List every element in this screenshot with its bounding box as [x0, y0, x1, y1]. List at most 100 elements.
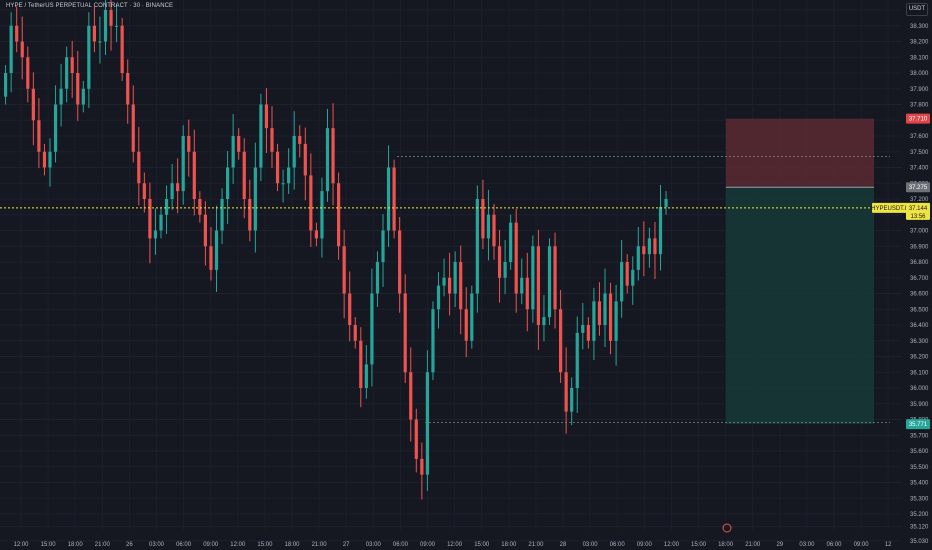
price-tick-label: 35.030 — [910, 539, 929, 545]
candle-body — [270, 128, 274, 152]
stop-loss-zone — [726, 118, 874, 188]
time-tick-label: 18:00 — [284, 542, 300, 548]
candle-body — [547, 246, 552, 318]
price-tick-label: 37.000 — [910, 229, 929, 235]
price-tick-label: 38.300 — [910, 24, 929, 30]
candle-body — [581, 325, 585, 333]
candle-body — [31, 88, 35, 121]
candle-body — [542, 317, 546, 325]
time-tick-label: 09:00 — [854, 542, 870, 548]
candle-body — [586, 325, 590, 341]
candle-body — [475, 199, 479, 294]
candle-body — [348, 293, 352, 325]
candle-body — [126, 73, 130, 105]
candle-body — [597, 301, 602, 325]
time-tick-label: 09:00 — [420, 542, 436, 548]
candle-body — [636, 246, 640, 270]
candlesticks — [4, 0, 668, 500]
price-tick-label: 36.800 — [910, 260, 929, 266]
price-tick-label: 36.700 — [910, 276, 929, 282]
candle-body — [486, 214, 491, 239]
candle-body — [109, 10, 113, 26]
candle-body — [87, 25, 91, 89]
price-tick-label: 35.700 — [910, 433, 929, 439]
candle-body — [625, 262, 629, 286]
candle-body — [292, 136, 296, 168]
candle-body — [353, 325, 357, 341]
candle-body — [409, 372, 413, 420]
price-tick-label: 36.500 — [910, 307, 929, 313]
time-tick-label: 18:00 — [718, 542, 734, 548]
candle-body — [608, 293, 613, 341]
candle-body — [20, 41, 24, 58]
candle-body — [314, 230, 318, 239]
candle-body — [59, 88, 63, 105]
price-tick-label: 38.000 — [910, 71, 929, 77]
time-tick-label: 03:00 — [583, 542, 599, 548]
time-tick-label: 06:00 — [393, 542, 409, 548]
candle-body — [592, 301, 596, 341]
candle-body — [342, 246, 346, 294]
candle-body — [37, 120, 41, 152]
price-tick-label: 37.400 — [910, 166, 929, 172]
candle-body — [309, 175, 313, 231]
candle-body — [514, 222, 518, 294]
candle-body — [531, 246, 535, 310]
candle-body — [287, 167, 291, 184]
candle-body — [164, 199, 169, 215]
currency-button[interactable]: USDT — [906, 3, 928, 16]
candle-body — [492, 214, 496, 247]
time-tick-label: 21:00 — [528, 542, 544, 548]
symbol-tag-bg — [872, 202, 908, 213]
candle-body — [176, 183, 180, 192]
candle-body — [281, 183, 285, 185]
candle-body — [448, 277, 452, 294]
price-tick-label: 35.120 — [910, 525, 929, 531]
last-price-tag: 37.144 — [909, 206, 928, 212]
candle-body — [392, 167, 396, 231]
entry-price-tag: 37.275 — [909, 185, 928, 191]
time-tick-label: 26 — [126, 542, 133, 548]
candle-body — [431, 309, 435, 373]
candle-body — [98, 41, 102, 43]
time-tick-label: 06:00 — [826, 542, 842, 548]
entry-price-tag-bg — [906, 182, 930, 193]
candle-body — [520, 277, 524, 294]
candle-body — [481, 199, 485, 239]
price-tick-label: 38.100 — [910, 55, 929, 61]
candle-body — [414, 419, 418, 459]
candle-body — [4, 73, 8, 97]
time-tick-label: 21:00 — [312, 542, 328, 548]
candle-body — [298, 136, 302, 144]
time-tick-label: 12:00 — [664, 542, 680, 548]
countdown-tag: 13:56 — [910, 214, 926, 220]
candle-body — [192, 151, 196, 199]
candle-body — [159, 214, 163, 231]
last-price-tag-bg — [906, 202, 930, 220]
candle-body — [48, 151, 52, 168]
candle-body — [303, 143, 307, 176]
target-price-tag: 35.771 — [909, 422, 928, 428]
candle-body — [53, 104, 58, 152]
candle-body — [9, 25, 13, 73]
symbol-title: HYPE / TetherUS PERPETUAL CONTRACT · 30 … — [6, 3, 174, 9]
time-tick-label: 15:00 — [474, 542, 490, 548]
candle-body — [170, 183, 174, 199]
candle-body — [559, 309, 563, 373]
candle-body — [553, 246, 557, 310]
candle-body — [459, 262, 463, 310]
candle-body — [253, 167, 257, 231]
take-profit-zone — [726, 187, 874, 425]
candle-body — [620, 262, 624, 302]
price-tick-label: 35.600 — [910, 449, 929, 455]
price-tick-label: 37.200 — [910, 197, 929, 203]
time-tick-label: 03:00 — [366, 542, 382, 548]
candle-body — [470, 293, 474, 341]
price-tick-label: 36.600 — [910, 292, 929, 298]
time-tick-label: 03:00 — [799, 542, 815, 548]
candle-body — [359, 340, 363, 388]
candle-body — [603, 293, 607, 325]
candle-body — [264, 104, 269, 129]
price-tick-label: 36.900 — [910, 244, 929, 250]
